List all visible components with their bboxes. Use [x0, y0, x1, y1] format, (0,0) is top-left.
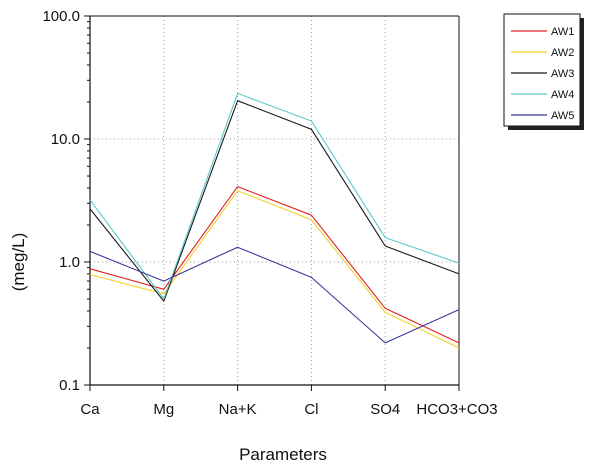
series-line-aw1	[89, 186, 460, 344]
legend-box	[503, 13, 581, 127]
y-tick-label: 1.0	[59, 254, 80, 271]
series-line-aw4	[89, 92, 460, 300]
series-line-aw5	[89, 246, 460, 344]
y-axis-title: (meg/L)	[9, 233, 28, 292]
legend-label-aw5: AW5	[551, 110, 574, 122]
series-line-aw3	[89, 100, 460, 302]
tick-labels: 0.1 1.0 10.0 100.0 Ca Mg Na+K Cl SO4 HCO3+CO3	[42, 8, 497, 418]
legend-label-aw1: AW1	[551, 26, 574, 38]
y-tick-label: 10.0	[51, 131, 80, 148]
legend: AW1 AW2 AW3 AW4 AW5	[503, 13, 584, 130]
x-tick-label: Mg	[153, 401, 174, 418]
y-tick-label: 100.0	[42, 8, 80, 25]
legend-label-aw2: AW2	[551, 47, 574, 59]
series-lines	[89, 92, 460, 349]
x-tick-label: Na+K	[219, 401, 257, 418]
x-tick-label: HCO3+CO3	[416, 401, 497, 418]
x-axis-title: Parameters	[239, 445, 327, 464]
x-tick-label: SO4	[370, 401, 400, 418]
x-tick-label: Ca	[80, 401, 100, 418]
legend-label-aw3: AW3	[551, 68, 574, 80]
y-tick-label: 0.1	[59, 377, 80, 394]
series-line-aw2	[89, 190, 460, 349]
x-tick-label: Cl	[304, 401, 318, 418]
legend-label-aw4: AW4	[551, 89, 574, 101]
